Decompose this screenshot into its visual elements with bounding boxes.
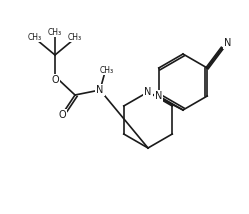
Text: N: N bbox=[224, 38, 231, 48]
Text: O: O bbox=[58, 110, 66, 120]
Text: CH₃: CH₃ bbox=[100, 65, 114, 74]
Text: N: N bbox=[96, 85, 104, 95]
Text: CH₃: CH₃ bbox=[48, 28, 62, 37]
Text: CH₃: CH₃ bbox=[28, 33, 42, 42]
Text: CH₃: CH₃ bbox=[68, 33, 82, 42]
Text: N: N bbox=[144, 87, 152, 97]
Text: N: N bbox=[155, 91, 162, 101]
Text: O: O bbox=[51, 75, 59, 85]
